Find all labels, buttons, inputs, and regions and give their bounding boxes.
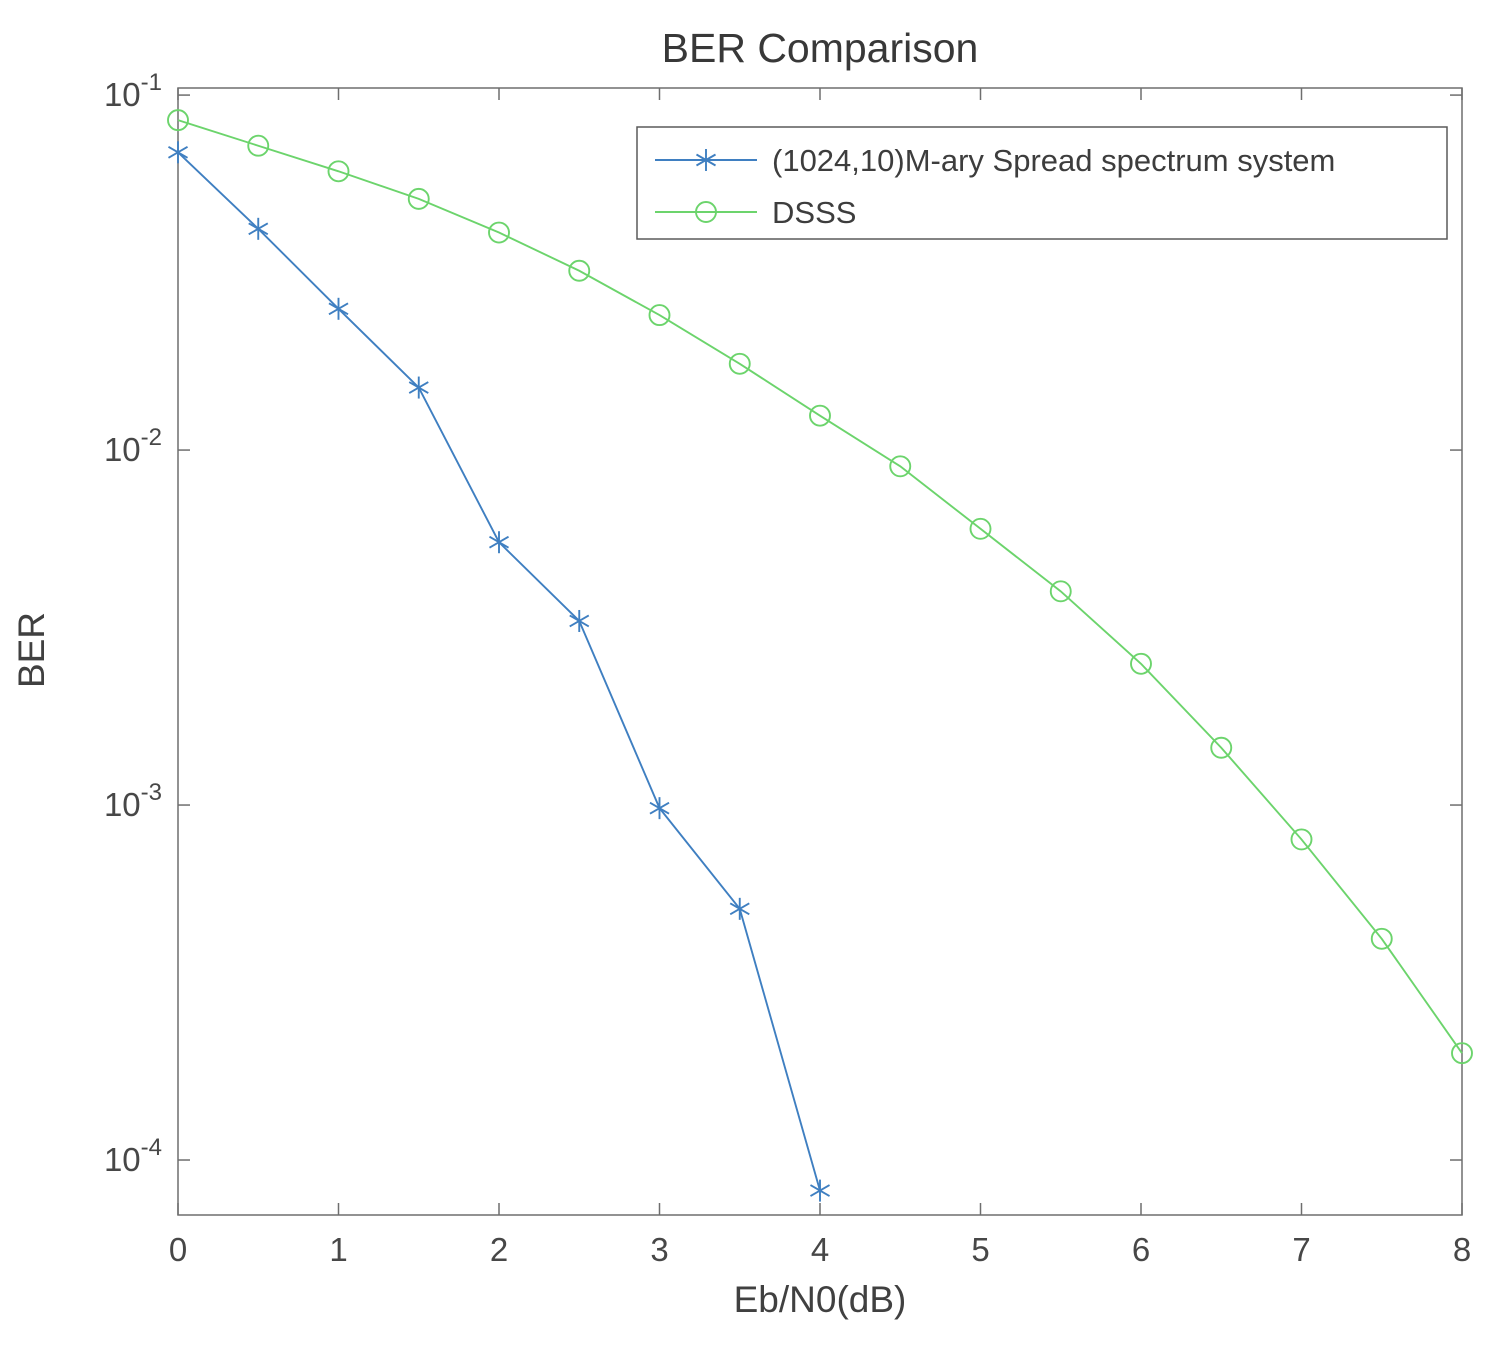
circle-marker [648,304,671,327]
circle-marker [1130,652,1152,675]
series-line-1 [177,119,1463,1054]
asterisk-marker [809,1184,831,1197]
legend-label-mary-system: (1024,10)M-ary Spread spectrum system [772,143,1335,178]
asterisk-marker [408,381,429,394]
asterisk-marker [248,222,269,236]
x-tick-label: 1 [329,1231,347,1268]
circle-marker [809,404,831,427]
x-tick-label: 0 [169,1231,187,1268]
asterisk-marker [167,145,189,159]
circle-marker [728,352,751,375]
circle-marker [167,109,189,132]
chart-title: BER Comparison [662,25,979,71]
circle-marker [969,517,992,540]
y-tick-label: 10-4 [104,1134,162,1178]
y-tick-label: 10-1 [104,69,162,113]
series-line-0 [177,151,821,1191]
series-markers-1 [167,109,1473,1065]
legend-label-dsss: DSSS [772,195,856,230]
circle-marker [568,259,591,282]
asterisk-marker [488,535,510,549]
circle-marker [889,455,912,478]
legend-samples [655,149,757,223]
asterisk-marker [729,902,750,916]
asterisk-marker [695,153,717,167]
plot-series [167,109,1473,1202]
asterisk-marker [569,614,590,628]
x-tick-label: 3 [650,1231,668,1268]
circle-marker [488,221,510,244]
y-axis-label: BER [11,612,52,688]
circle-marker [1370,927,1393,950]
x-tick-label: 6 [1132,1231,1150,1268]
circle-marker [247,134,270,157]
circle-marker [1451,1042,1473,1065]
circle-marker [695,201,717,223]
y-tick-label: 10-3 [104,779,162,823]
legend-box [636,126,1448,240]
x-tick-label: 2 [490,1231,508,1268]
asterisk-marker [328,302,349,316]
plot-border [177,87,1463,1216]
series-markers-0 [167,141,831,1202]
x-tick-label: 4 [811,1231,829,1268]
circle-marker [407,187,430,210]
x-tick-label: 8 [1453,1231,1471,1268]
x-axis-label: Eb/N0(dB) [734,1279,907,1320]
y-tick-label: 10-2 [104,424,162,468]
circle-marker [327,160,350,183]
asterisk-marker [649,801,670,815]
circle-marker [1290,828,1313,851]
circle-marker [1049,580,1072,603]
x-tick-label: 5 [971,1231,989,1268]
plot-axes: 0 1 2 3 4 5 6 7 8 10-1 10-2 10-3 10-4 [104,69,1471,1268]
legend: (1024,10)M-ary Spread spectrum system DS… [636,126,1448,240]
circle-marker [1210,736,1233,759]
x-tick-label: 7 [1292,1231,1310,1268]
